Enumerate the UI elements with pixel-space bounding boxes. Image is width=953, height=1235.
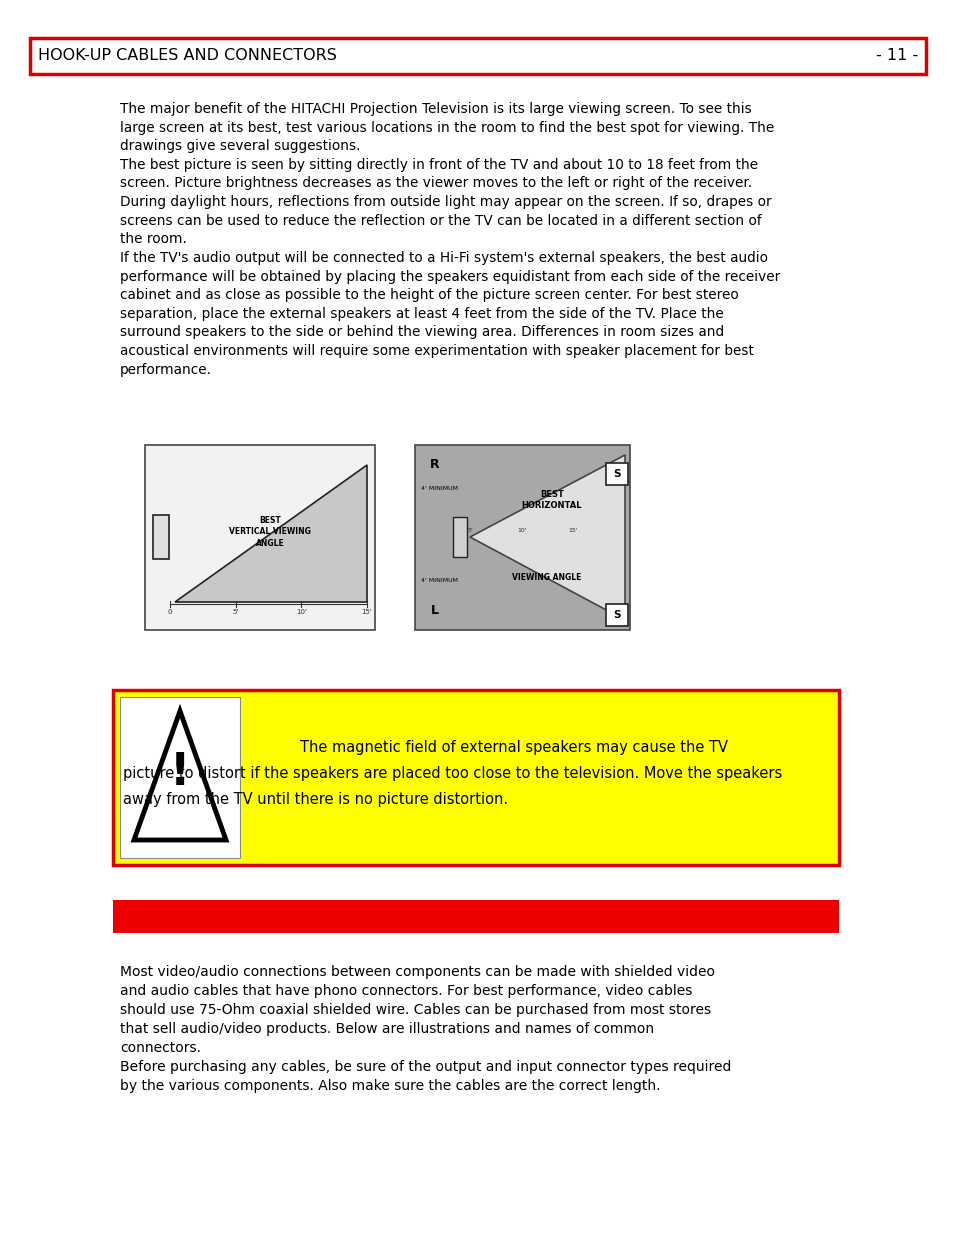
FancyBboxPatch shape [605,604,627,626]
FancyBboxPatch shape [605,463,627,485]
Text: 4' MINIMUM: 4' MINIMUM [421,487,458,492]
Text: Most video/audio connections between components can be made with shielded video
: Most video/audio connections between com… [120,965,731,1093]
FancyBboxPatch shape [415,445,629,630]
Text: away from the TV until there is no picture distortion.: away from the TV until there is no pictu… [123,792,508,806]
Text: S: S [613,469,620,479]
Text: 5': 5' [467,529,473,534]
Text: HOOK-UP CABLES AND CONNECTORS: HOOK-UP CABLES AND CONNECTORS [38,48,336,63]
Text: !: ! [170,751,190,794]
Text: S: S [613,610,620,620]
FancyBboxPatch shape [112,690,838,864]
FancyBboxPatch shape [30,38,925,74]
Text: 10': 10' [295,609,307,615]
Text: The magnetic field of external speakers may cause the TV: The magnetic field of external speakers … [299,740,727,755]
FancyBboxPatch shape [120,697,240,858]
FancyBboxPatch shape [453,517,467,557]
Text: 10': 10' [517,529,526,534]
Text: L: L [431,604,438,616]
FancyBboxPatch shape [152,515,169,559]
Polygon shape [470,454,624,620]
Text: picture to distort if the speakers are placed too close to the television. Move : picture to distort if the speakers are p… [123,766,781,781]
Text: 5': 5' [233,609,238,615]
Text: 0: 0 [168,609,172,615]
FancyBboxPatch shape [112,900,838,932]
Text: VIEWING ANGLE: VIEWING ANGLE [512,573,581,583]
Text: 15': 15' [568,529,578,534]
Text: 4' MINIMUM: 4' MINIMUM [421,578,458,583]
FancyBboxPatch shape [145,445,375,630]
Polygon shape [174,466,367,601]
Text: The major benefit of the HITACHI Projection Television is its large viewing scre: The major benefit of the HITACHI Project… [120,103,780,377]
Text: R: R [430,458,439,472]
Text: BEST
VERTICAL VIEWING
ANGLE: BEST VERTICAL VIEWING ANGLE [229,516,311,547]
Text: - 11 -: - 11 - [875,48,917,63]
Text: 15': 15' [361,609,372,615]
Text: BEST
HORIZONTAL: BEST HORIZONTAL [521,490,581,510]
